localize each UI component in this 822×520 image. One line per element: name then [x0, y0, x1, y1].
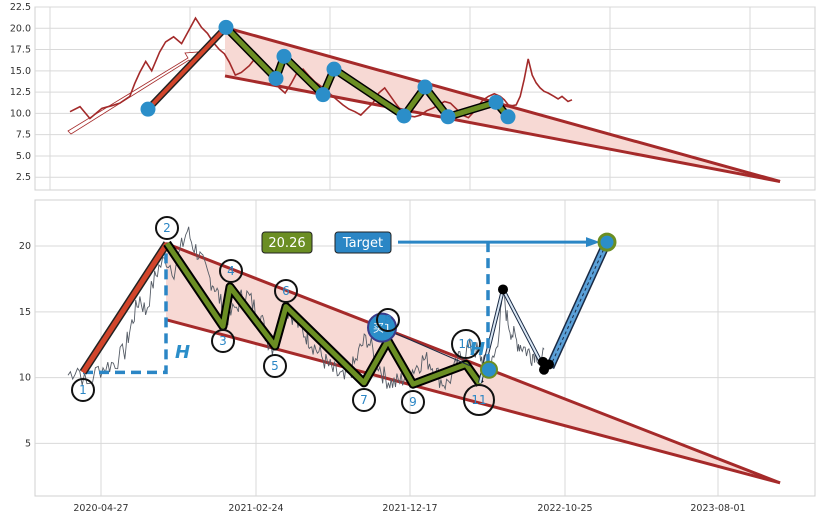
pivot-label-circle — [219, 259, 243, 283]
top-panel: 2.5 5.0 7.5 10.0 12.5 15.0 17.5 20.0 22.5 — [10, 2, 816, 191]
target-arrow-head — [586, 237, 600, 248]
target-leg-dash — [549, 241, 608, 368]
top-y-tick-label: 12.5 — [10, 87, 31, 98]
top-y-tick-label: 5.0 — [16, 151, 31, 162]
bottom-zigzag — [164, 242, 483, 387]
pivot-label-text: 2 — [163, 221, 171, 235]
top-zigzag — [224, 25, 510, 120]
pivot-label-text: 5 — [271, 359, 279, 373]
top-pivot-dot — [276, 48, 292, 64]
pivot-label-1: 1 — [71, 378, 95, 402]
target-box: Target — [334, 231, 392, 254]
bottom-x-tick-label: 2023-08-01 — [690, 503, 745, 514]
top-pivot-dot — [417, 79, 433, 95]
height-label: H — [175, 342, 190, 363]
pivot-label-circle — [451, 329, 481, 359]
bottom-x-ticks: 2020-04-27 2021-02-24 2021-12-17 2022-10-25… — [73, 503, 745, 514]
top-y-tick-label: 22.5 — [10, 2, 31, 13]
pivot-label-8: 8 — [376, 308, 400, 332]
pivot-label-10: 10 — [451, 329, 481, 359]
bottom-x-tick-label: 2022-10-25 — [537, 503, 592, 514]
pivot-label-7: 7 — [352, 388, 376, 412]
pivot-label-11: 11 — [463, 384, 495, 416]
pivot-label-5: 5 — [263, 354, 287, 378]
bottom-upper-trendline — [165, 242, 781, 485]
top-pivot-dot — [488, 94, 504, 110]
target-dot — [597, 232, 617, 252]
top-pivot-dot — [326, 61, 342, 77]
pivot-label-circle — [463, 384, 495, 416]
top-pivot-dot — [218, 19, 234, 35]
bottom-x-tick-label: 2020-04-27 — [73, 503, 128, 514]
pivot-label-text: 3 — [219, 334, 227, 348]
pivot-label-text: 4 — [227, 264, 235, 278]
top-y-tick-label: 20.0 — [10, 23, 31, 34]
pivot-label-4: 4 — [219, 259, 243, 283]
top-pivot-dot — [500, 109, 516, 125]
projection-dot — [498, 284, 508, 295]
buy-marker-line — [381, 327, 471, 367]
top-y-tick-label: 2.5 — [16, 172, 31, 183]
top-y-tick-label: 15.0 — [10, 66, 31, 77]
pivot-label-text: 1 — [79, 383, 87, 397]
target-box-label: Target — [342, 236, 383, 251]
bottom-y-tick-label: 20 — [19, 241, 31, 252]
top-y-tick-label: 7.5 — [16, 130, 31, 141]
top-impulse-leg — [146, 26, 228, 111]
top-pivot-dot — [268, 70, 284, 86]
bottom-y-tick-label: 5 — [25, 438, 31, 449]
top-pivot-dot — [396, 108, 412, 124]
top-pivot-dot — [440, 109, 456, 125]
bottom-impulse-leg — [80, 242, 170, 374]
bottom-lower-trendline — [165, 318, 781, 485]
bottom-y-ticks: 5 10 15 20 — [19, 241, 31, 449]
pivot-label-circle — [71, 378, 95, 402]
pivot-label-text: 7 — [360, 393, 368, 407]
top-y-ticks: 2.5 5.0 7.5 10.0 12.5 15.0 17.5 20.0 22.5 — [10, 2, 31, 183]
height-measure-dashed — [83, 243, 168, 375]
bottom-x-tick-label: 2021-02-24 — [228, 503, 283, 514]
bottom-y-tick-label: 15 — [19, 307, 31, 318]
pivot-label-text: 10 — [458, 337, 473, 351]
top-y-tick-label: 17.5 — [10, 45, 31, 56]
pivot-label-text: 11 — [471, 393, 486, 407]
pivot-label-circle — [155, 216, 179, 240]
top-pivot-dot — [315, 87, 331, 103]
top-plot — [67, 16, 781, 183]
pivot-label-circle — [352, 388, 376, 412]
top-y-tick-label: 10.0 — [10, 108, 31, 119]
top-price-series — [69, 16, 573, 120]
pivot-label-circle — [263, 354, 287, 378]
bottom-y-tick-label: 10 — [19, 373, 31, 384]
breakout-height-label: H — [470, 339, 485, 360]
bottom-x-tick-label: 2021-12-17 — [382, 503, 437, 514]
pivot-label-circle — [211, 329, 235, 353]
pivot-label-9: 9 — [401, 390, 425, 414]
top-pivot-dot — [140, 101, 156, 117]
pivot-label-text: 9 — [409, 395, 417, 409]
pivot-label-circle — [274, 279, 298, 303]
pivot-label-circle — [376, 308, 400, 332]
pivot-label-circle — [401, 390, 425, 414]
pivot-label-3: 3 — [211, 329, 235, 353]
pivot-label-text: 6 — [282, 284, 290, 298]
pivot-label-6: 6 — [274, 279, 298, 303]
pivot-label-2: 2 — [155, 216, 179, 240]
projection-dot — [539, 364, 549, 375]
price-box: 20.26 — [261, 231, 313, 254]
pivot-label-text: 8 — [384, 313, 392, 327]
price-box-label: 20.26 — [268, 236, 305, 251]
breakout-dot — [480, 360, 498, 379]
top-grid — [35, 6, 815, 190]
